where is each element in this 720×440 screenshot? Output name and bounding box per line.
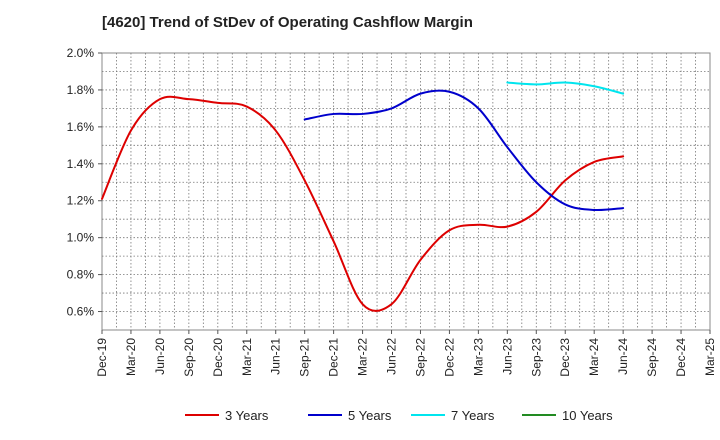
x-tick-label: Dec-22 (442, 338, 456, 377)
x-tick-label: Mar-23 (471, 338, 485, 376)
series-lines (101, 81, 625, 312)
y-tick-label: 0.8% (67, 268, 95, 282)
x-tick-label: Dec-20 (211, 338, 225, 377)
y-tick-label: 1.2% (67, 194, 95, 208)
x-tick-label: Dec-23 (558, 338, 572, 377)
x-tick-label: Dec-21 (327, 338, 341, 377)
x-tick-label: Sep-22 (413, 338, 427, 377)
chart-title: [4620] Trend of StDev of Operating Cashf… (102, 14, 473, 31)
x-tick-label: Sep-21 (298, 338, 312, 377)
y-tick-label: 1.8% (67, 83, 95, 97)
legend-label: 3 Years (225, 408, 269, 423)
x-tick-label: Sep-20 (182, 338, 196, 377)
x-tick-label: Sep-23 (529, 338, 543, 377)
legend-label: 5 Years (348, 408, 392, 423)
y-axis-ticks: 0.6% 0.8% 1.0% 1.2% 1.4% 1.6% 1.8% 2.0% (67, 46, 102, 319)
grid-lines (102, 53, 710, 330)
x-tick-label: Mar-22 (356, 338, 370, 376)
x-tick-label: Jun-23 (500, 338, 514, 375)
legend-label: 7 Years (451, 408, 495, 423)
x-tick-label: Jun-21 (269, 338, 283, 375)
x-tick-label: Dec-24 (674, 338, 688, 377)
x-tick-label: Sep-24 (645, 338, 659, 377)
series-line-3-years (101, 95, 625, 312)
x-tick-label: Mar-20 (124, 338, 138, 376)
series-line-7-years (506, 81, 625, 95)
x-tick-label: Jun-20 (153, 338, 167, 375)
y-tick-label: 0.6% (67, 305, 95, 319)
x-tick-label: Mar-24 (587, 338, 601, 376)
legend-label: 10 Years (562, 408, 613, 423)
series-line-5-years (303, 89, 625, 212)
x-tick-label: Mar-21 (240, 338, 254, 376)
y-tick-label: 1.0% (67, 231, 95, 245)
x-tick-label: Mar-25 (703, 338, 717, 376)
x-tick-label: Jun-22 (385, 338, 399, 375)
y-tick-label: 1.6% (67, 120, 95, 134)
y-tick-label: 1.4% (67, 157, 95, 171)
y-tick-label: 2.0% (67, 46, 95, 60)
x-tick-label: Jun-24 (616, 338, 630, 375)
x-axis-ticks: Dec-19 Mar-20 Jun-20 Sep-20 Dec-20 Mar-21 Jun-… (95, 330, 717, 377)
legend: 3 Years 5 Years 7 Years 10 Years (185, 408, 613, 423)
x-tick-label: Dec-19 (95, 338, 109, 377)
